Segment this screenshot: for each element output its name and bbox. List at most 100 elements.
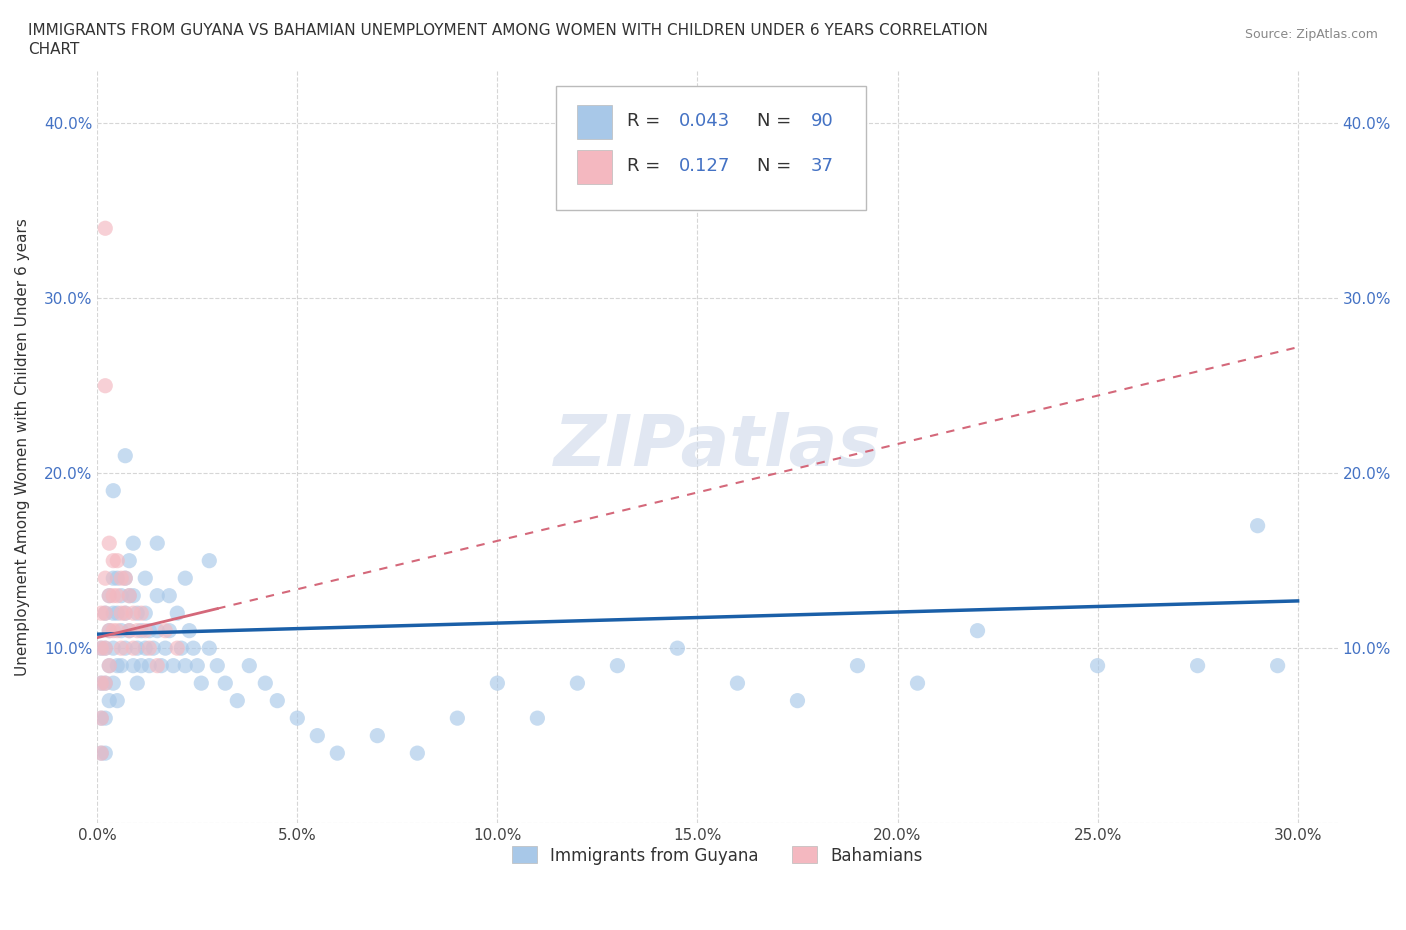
Point — [966, 623, 988, 638]
Point — [118, 553, 141, 568]
Point — [105, 571, 128, 586]
Point — [90, 676, 112, 691]
Point — [907, 676, 929, 691]
Point — [174, 658, 197, 673]
Point — [105, 553, 128, 568]
Point — [103, 605, 125, 620]
Bar — [578, 150, 612, 183]
Point — [94, 641, 117, 656]
Point — [366, 728, 388, 743]
Point — [105, 589, 128, 604]
Point — [526, 711, 548, 725]
Text: IMMIGRANTS FROM GUYANA VS BAHAMIAN UNEMPLOYMENT AMONG WOMEN WITH CHILDREN UNDER : IMMIGRANTS FROM GUYANA VS BAHAMIAN UNEMP… — [28, 23, 988, 38]
Point — [326, 746, 349, 761]
Point — [157, 623, 180, 638]
Point — [118, 589, 141, 604]
Point — [146, 623, 169, 638]
Point — [1267, 658, 1289, 673]
Point — [110, 589, 132, 604]
Point — [114, 641, 136, 656]
Point — [98, 589, 121, 604]
Point — [98, 589, 121, 604]
Text: Source: ZipAtlas.com: Source: ZipAtlas.com — [1244, 28, 1378, 41]
Point — [207, 658, 229, 673]
Point — [254, 676, 277, 691]
Point — [155, 641, 177, 656]
Point — [181, 641, 204, 656]
Point — [138, 641, 160, 656]
Point — [98, 693, 121, 708]
Point — [103, 589, 125, 604]
Point — [103, 623, 125, 638]
Point — [129, 658, 152, 673]
Point — [90, 746, 112, 761]
Point — [110, 571, 132, 586]
Point — [406, 746, 429, 761]
Point — [94, 641, 117, 656]
Point — [127, 641, 149, 656]
Point — [307, 728, 329, 743]
Point — [727, 676, 749, 691]
Point — [122, 641, 145, 656]
Point — [90, 746, 112, 761]
Y-axis label: Unemployment Among Women with Children Under 6 years: Unemployment Among Women with Children U… — [15, 218, 30, 676]
Point — [118, 623, 141, 638]
FancyBboxPatch shape — [557, 86, 866, 210]
Point — [162, 658, 184, 673]
Point — [157, 589, 180, 604]
Point — [118, 589, 141, 604]
Point — [150, 658, 173, 673]
Point — [122, 536, 145, 551]
Point — [94, 676, 117, 691]
Text: 37: 37 — [810, 157, 834, 176]
Point — [122, 589, 145, 604]
Point — [198, 553, 221, 568]
Point — [110, 605, 132, 620]
Point — [105, 658, 128, 673]
Point — [103, 676, 125, 691]
Text: CHART: CHART — [28, 42, 80, 57]
Point — [94, 379, 117, 393]
Point — [118, 623, 141, 638]
Point — [138, 658, 160, 673]
Point — [486, 676, 509, 691]
Point — [134, 605, 156, 620]
Text: N =: N = — [758, 113, 797, 130]
Point — [166, 641, 188, 656]
Point — [94, 605, 117, 620]
Point — [98, 658, 121, 673]
Bar — [578, 105, 612, 139]
Point — [114, 448, 136, 463]
Point — [105, 605, 128, 620]
Point — [105, 623, 128, 638]
Point — [170, 641, 193, 656]
Point — [567, 676, 589, 691]
Point — [122, 658, 145, 673]
Point — [1187, 658, 1209, 673]
Point — [98, 658, 121, 673]
Point — [134, 623, 156, 638]
Text: R =: R = — [627, 113, 666, 130]
Point — [110, 623, 132, 638]
Point — [129, 605, 152, 620]
Text: 0.043: 0.043 — [679, 113, 730, 130]
Point — [94, 746, 117, 761]
Text: N =: N = — [758, 157, 797, 176]
Point — [114, 571, 136, 586]
Point — [666, 641, 689, 656]
Point — [134, 571, 156, 586]
Point — [90, 605, 112, 620]
Point — [1087, 658, 1109, 673]
Point — [129, 623, 152, 638]
Point — [146, 589, 169, 604]
Point — [127, 605, 149, 620]
Point — [90, 641, 112, 656]
Text: 0.127: 0.127 — [679, 157, 730, 176]
Point — [90, 641, 112, 656]
Point — [98, 623, 121, 638]
Point — [94, 605, 117, 620]
Point — [226, 693, 249, 708]
Point — [214, 676, 236, 691]
Text: 90: 90 — [810, 113, 834, 130]
Point — [134, 641, 156, 656]
